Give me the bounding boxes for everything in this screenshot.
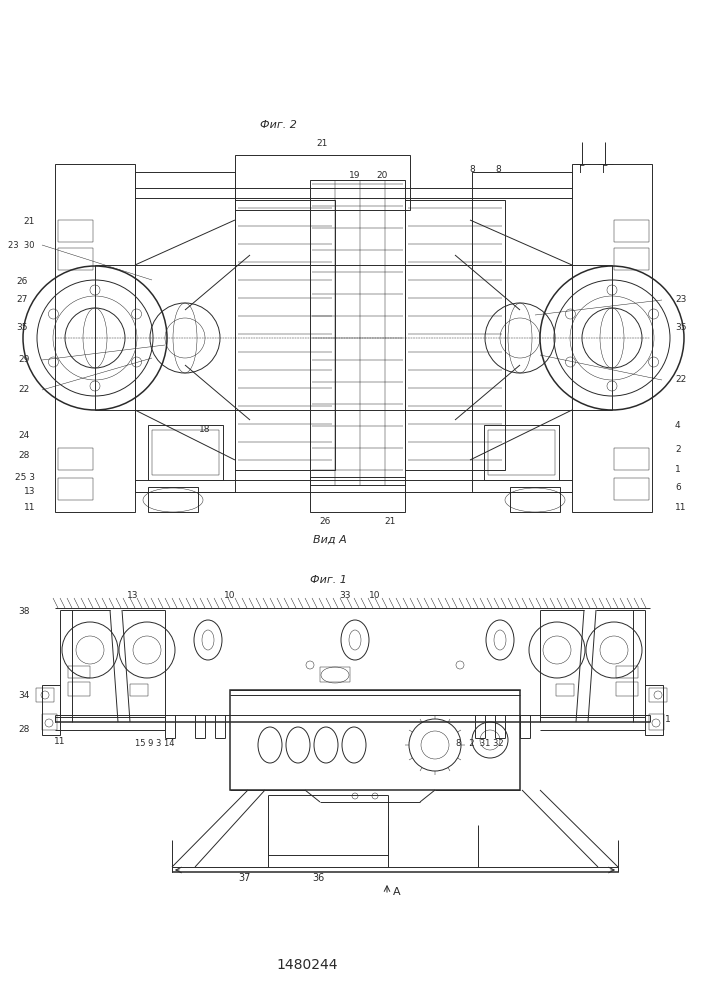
Text: 1: 1 — [665, 716, 671, 724]
Text: 4: 4 — [675, 420, 681, 430]
Bar — [42, 714, 57, 730]
Bar — [649, 714, 664, 730]
Bar — [614, 448, 649, 470]
Text: 37: 37 — [239, 873, 251, 883]
Text: 1480244: 1480244 — [276, 958, 338, 972]
Bar — [614, 478, 649, 500]
Bar — [130, 684, 148, 696]
Bar — [42, 685, 60, 735]
Bar — [614, 248, 649, 270]
Text: 28: 28 — [18, 450, 30, 460]
Text: 21: 21 — [385, 518, 396, 526]
Bar — [484, 425, 559, 480]
Text: 24: 24 — [19, 430, 30, 440]
Text: Фиг. 1: Фиг. 1 — [310, 575, 346, 585]
Bar — [310, 477, 405, 512]
Text: 11: 11 — [54, 738, 66, 746]
Bar — [235, 155, 410, 210]
Text: A: A — [393, 887, 401, 897]
Text: 8   2  31 32: 8 2 31 32 — [456, 738, 504, 748]
Text: 29: 29 — [18, 356, 30, 364]
Text: 8: 8 — [495, 165, 501, 174]
Bar — [55, 164, 135, 512]
Text: 22: 22 — [675, 375, 686, 384]
Text: 26: 26 — [17, 277, 28, 286]
Text: 21: 21 — [316, 138, 327, 147]
Text: 19: 19 — [349, 170, 361, 180]
Text: 38: 38 — [18, 607, 30, 616]
Text: 13: 13 — [127, 590, 139, 599]
Text: 26: 26 — [320, 518, 331, 526]
Bar — [616, 682, 638, 696]
Text: 34: 34 — [18, 690, 30, 700]
Bar — [556, 684, 574, 696]
Text: 11: 11 — [23, 502, 35, 512]
Bar — [58, 220, 93, 242]
Text: Вид A: Вид A — [313, 535, 347, 545]
Bar — [68, 682, 90, 696]
Text: 25 3: 25 3 — [15, 473, 35, 482]
Bar — [36, 688, 54, 702]
Text: Фиг. 2: Фиг. 2 — [259, 120, 296, 130]
Text: 8: 8 — [469, 165, 475, 174]
Text: 18: 18 — [199, 426, 211, 434]
Text: Г: Г — [579, 165, 585, 175]
Bar — [488, 430, 555, 475]
Bar — [649, 688, 667, 702]
Text: 35: 35 — [675, 324, 686, 332]
Bar — [405, 200, 505, 470]
Bar — [572, 164, 652, 512]
Bar — [616, 666, 638, 678]
Bar — [135, 172, 235, 492]
Bar — [230, 690, 520, 790]
Text: 27: 27 — [17, 296, 28, 304]
Text: 21: 21 — [23, 218, 35, 227]
Bar — [320, 667, 350, 682]
Text: 15 9 3 14: 15 9 3 14 — [135, 738, 175, 748]
Bar — [310, 180, 405, 485]
Text: 2: 2 — [675, 446, 681, 454]
Text: 10: 10 — [224, 590, 235, 599]
Text: 33: 33 — [339, 590, 351, 599]
Bar — [614, 220, 649, 242]
Bar — [58, 478, 93, 500]
Bar — [68, 666, 90, 678]
Bar — [148, 487, 198, 512]
Text: 10: 10 — [369, 590, 381, 599]
Bar — [472, 172, 572, 492]
Bar — [58, 448, 93, 470]
Bar — [645, 685, 663, 735]
Bar — [235, 200, 335, 470]
Bar — [58, 248, 93, 270]
Text: 1: 1 — [675, 466, 681, 475]
Text: 20: 20 — [376, 170, 387, 180]
Text: 11: 11 — [675, 502, 686, 512]
Bar — [152, 430, 219, 475]
Bar — [148, 425, 223, 480]
Text: 13: 13 — [23, 488, 35, 496]
Text: Г: Г — [602, 165, 608, 175]
Text: 23: 23 — [675, 296, 686, 304]
Text: 23  30: 23 30 — [8, 240, 35, 249]
Text: 22: 22 — [19, 385, 30, 394]
Text: 6: 6 — [675, 483, 681, 491]
Bar — [510, 487, 560, 512]
Text: 36: 36 — [312, 873, 324, 883]
Text: 28: 28 — [18, 726, 30, 734]
Text: 35: 35 — [16, 324, 28, 332]
